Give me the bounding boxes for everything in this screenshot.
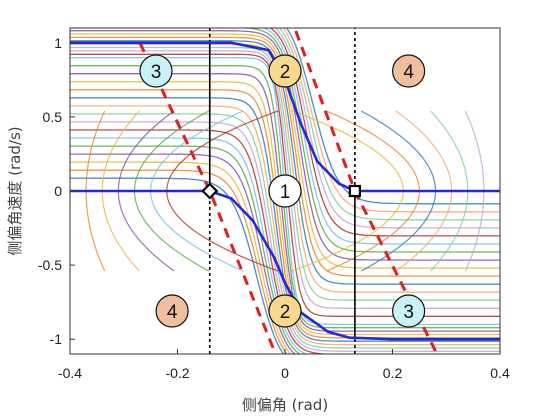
y-axis-label: 侧偏角速度 (rad/s): [6, 126, 24, 255]
region-label-number: 1: [280, 182, 291, 203]
region-label-circle: [268, 54, 302, 88]
red-dashed-left-line: [138, 42, 276, 352]
region-label-number: 2: [280, 302, 291, 323]
blue-upper-separatrix: [70, 41, 500, 193]
region-label-number: 4: [403, 62, 414, 83]
x-tick-label: -0.4: [58, 365, 82, 381]
x-tick-label: 0.2: [383, 365, 403, 381]
region-label-circle: [268, 174, 302, 208]
equilibrium-markers: [201, 182, 361, 200]
trajectory-layer: [70, 28, 500, 354]
region-label-number: 3: [151, 62, 162, 83]
region-label-circle: [392, 54, 426, 88]
region-label-circle: [139, 54, 173, 88]
y-tick-label: -0.5: [38, 257, 62, 273]
x-tick-label: 0: [281, 365, 289, 381]
trajectory-line: [261, 28, 500, 245]
y-tick-label: 1: [54, 35, 62, 51]
trajectory-line: [70, 40, 500, 285]
trajectory-line: [70, 145, 301, 354]
blue-lower-separatrix: [70, 189, 500, 341]
x-tick-label: -0.2: [165, 365, 189, 381]
trajectory-line: [282, 28, 500, 213]
trajectory-line: [70, 161, 292, 354]
region-label-circle: [155, 294, 189, 328]
saddle-point-diamond: [201, 182, 219, 200]
region-label-number: 4: [167, 302, 178, 323]
y-tick-label: 0: [54, 183, 62, 199]
trajectory-line: [278, 28, 500, 221]
y-tick-label: -1: [50, 331, 63, 347]
trajectory-line: [269, 28, 500, 237]
trajectory-line: [70, 89, 500, 339]
x-axis-label: 侧偏角 (rad): [242, 396, 328, 414]
y-tick-label: 0.5: [43, 109, 63, 125]
trajectory-line: [70, 50, 500, 309]
saddle-point-square: [348, 184, 361, 198]
region-label-circle: [268, 294, 302, 328]
trajectory-line: [70, 53, 500, 317]
trajectory-line: [70, 153, 296, 354]
trajectory-line: [70, 137, 309, 354]
region-label-circle: [392, 294, 426, 328]
region-label-number: 2: [280, 62, 291, 83]
tick-layer: -0.4 -0.2 0 0.2 0.4 1 0.5 0 -0.5 -1: [38, 35, 510, 381]
region-label-number: 3: [403, 302, 414, 323]
trajectory-line: [70, 177, 285, 354]
trajectory-line: [285, 28, 500, 205]
region-labels: 3 2 4 1 4 2 3: [139, 54, 426, 328]
trajectory-line: [274, 28, 500, 229]
x-tick-label: 0.4: [490, 365, 510, 381]
